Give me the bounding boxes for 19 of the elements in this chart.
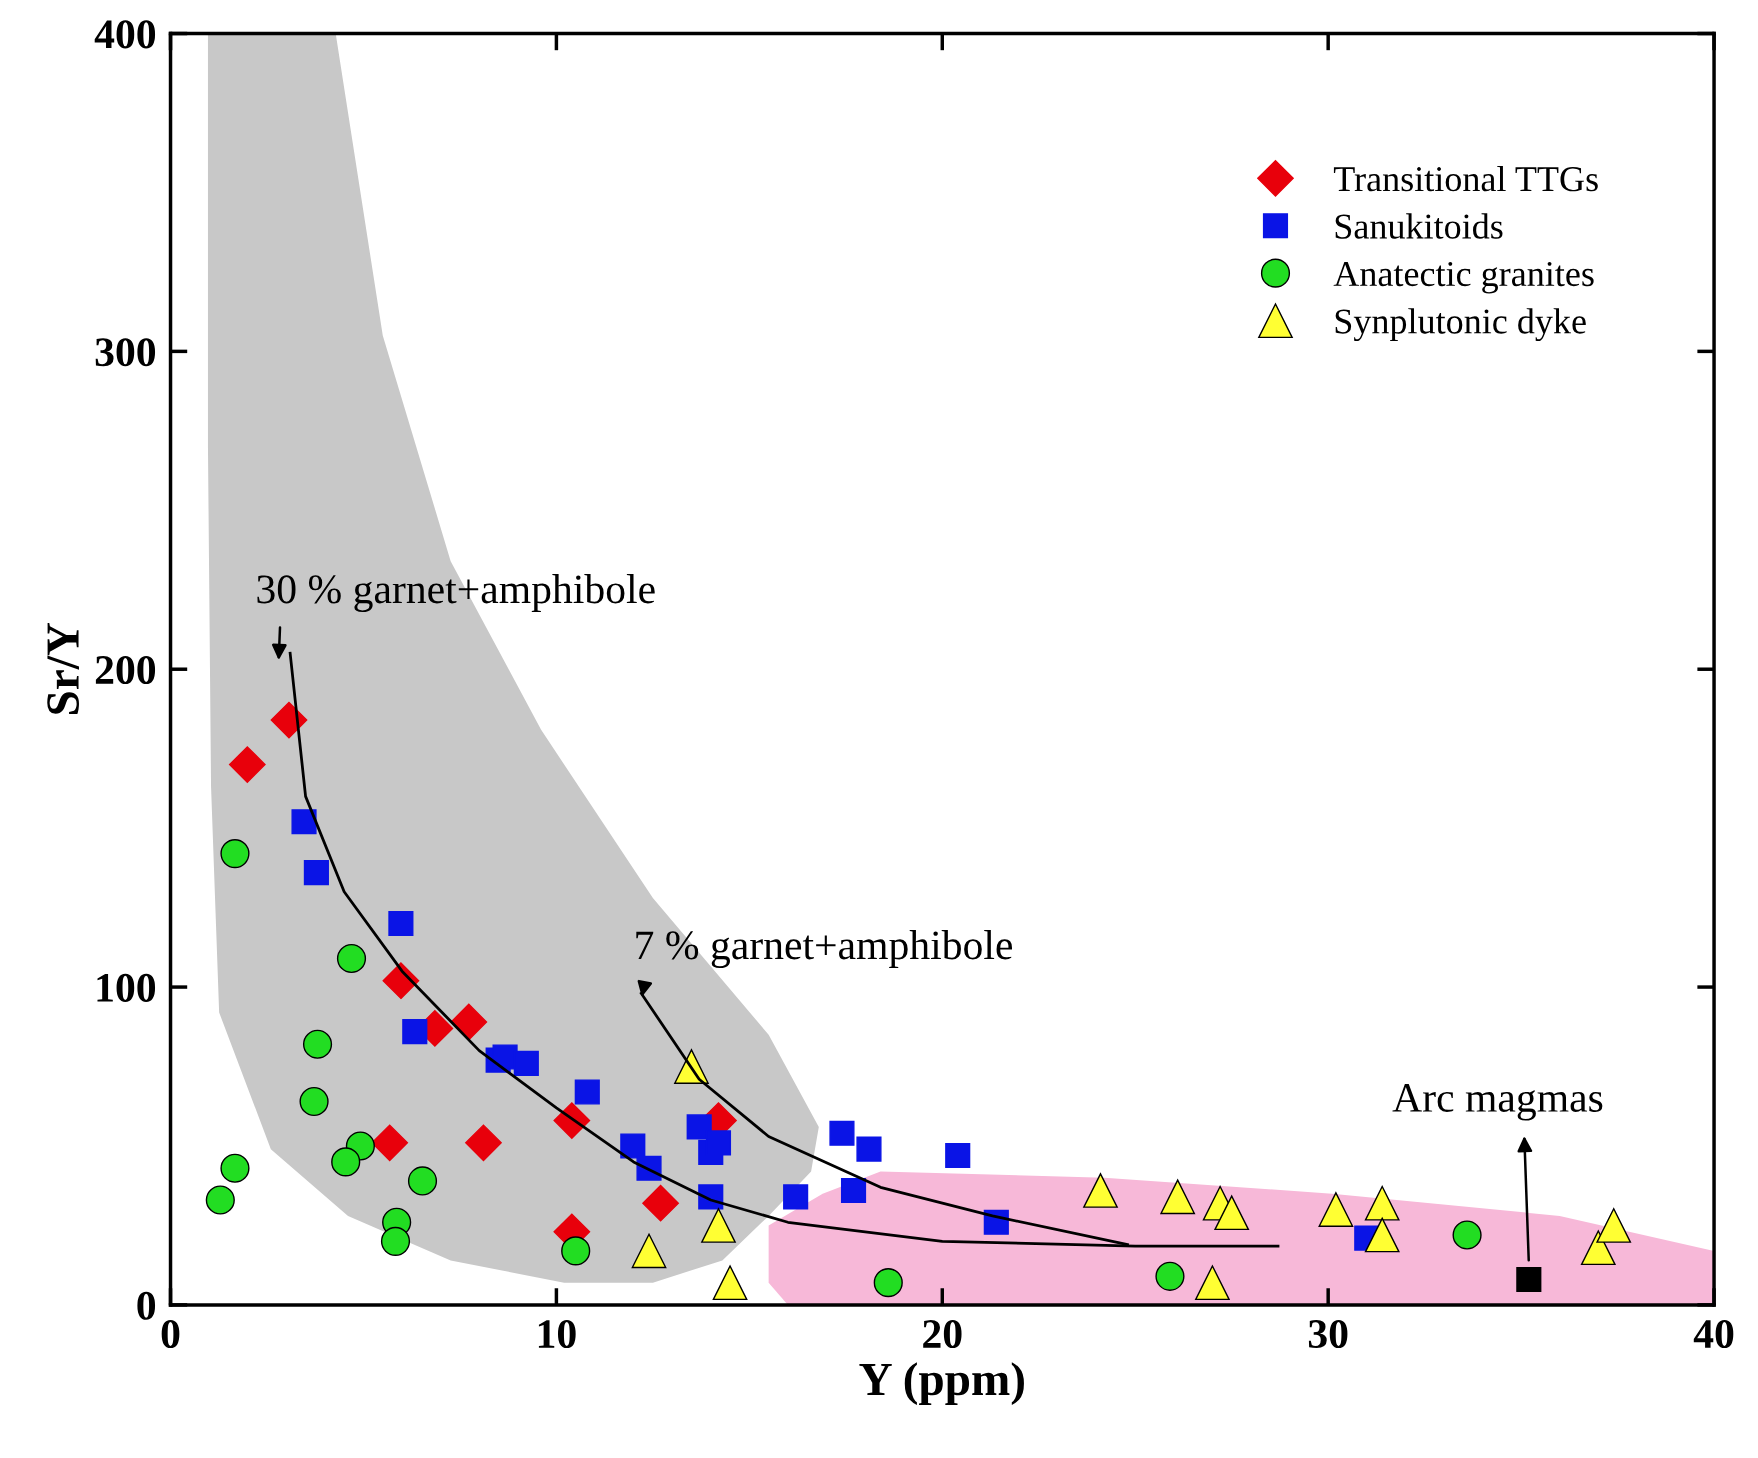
y-tick-label: 300 <box>95 338 156 367</box>
y-tick-label: 200 <box>95 655 156 685</box>
legend-label: Transitional TTGs <box>1333 165 1598 192</box>
x-tick-label: 10 <box>538 1320 576 1349</box>
x-tick-label: 30 <box>1308 1320 1348 1349</box>
annotation: Arc magmas <box>1392 1084 1603 1121</box>
annotation: 7 % garnet+amphibole <box>636 930 1012 968</box>
legend-label: Anatectic granites <box>1333 261 1594 294</box>
x-tick-label: 20 <box>923 1320 962 1349</box>
x-tick-label: 40 <box>1693 1320 1734 1349</box>
legend-label: Sanukitoids <box>1335 213 1503 239</box>
legend-label: Synplutonic dyke <box>1335 308 1586 342</box>
y-tick-label: 100 <box>97 973 156 1002</box>
x-tick-label: 0 <box>161 1320 180 1349</box>
y-tick-label: 400 <box>94 20 156 49</box>
y-axis-title: Sr/Y <box>47 622 79 714</box>
y-tick-label: 0 <box>137 1291 156 1320</box>
x-axis-title: Y (ppm) <box>859 1362 1024 1405</box>
annotation: 30 % garnet+amphibole <box>257 574 655 613</box>
